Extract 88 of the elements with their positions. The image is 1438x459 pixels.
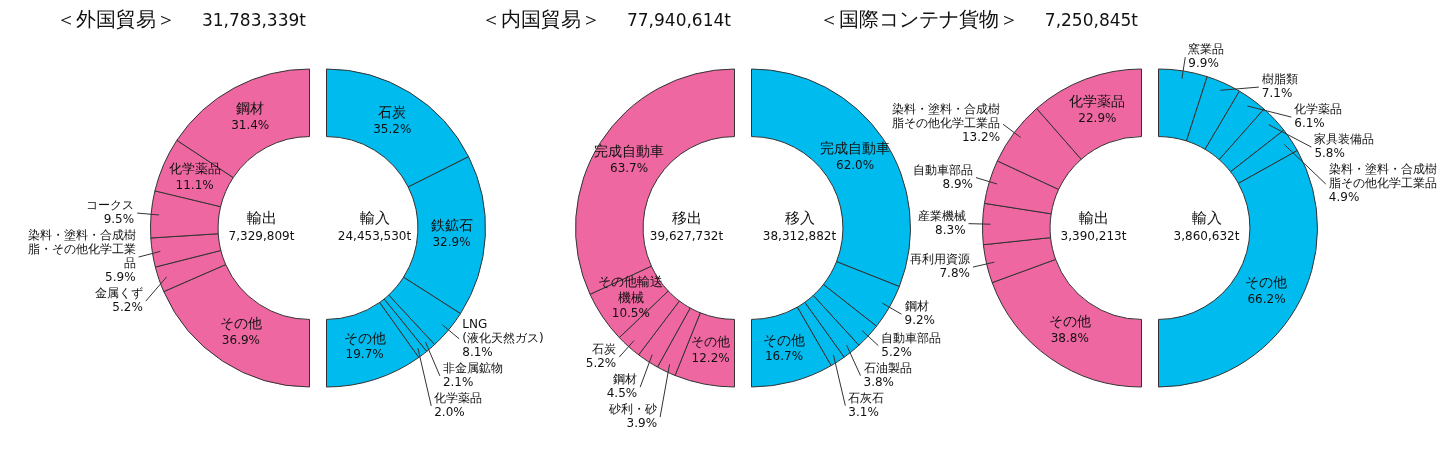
chart-subtitle: 7,250,845t (1044, 10, 1138, 30)
chart-subtitle: 31,783,339t (201, 10, 306, 30)
data-label: 31.4% (231, 117, 270, 132)
slice-label: 家具装備品 (1314, 132, 1375, 147)
chart-title: ＜外国貿易＞ (55, 7, 176, 31)
data-label: 22.9% (1078, 110, 1117, 125)
data-label: 3.1% (848, 404, 879, 419)
text: 輸出 (246, 208, 277, 227)
slice-label: その他 (219, 315, 262, 332)
data-label: 5.2% (881, 344, 912, 359)
text: 7,329,809t (228, 229, 295, 244)
slice-label: 金属くず (94, 286, 143, 301)
slice-label: 自動車部品 (913, 162, 973, 177)
slice-label: 鉄鉱石 (430, 217, 473, 234)
text: 移出 (671, 208, 702, 227)
slice-label: 石炭 (592, 342, 617, 357)
text: 輸入 (1191, 208, 1222, 227)
slice-label: 窯業品 (1188, 42, 1225, 57)
data-label: 9.9% (1188, 56, 1219, 71)
slice-label: 染料・塗料・合成樹脂・その他化学工業品 (27, 228, 136, 271)
slice-label: 化学薬品 (434, 391, 483, 406)
slice-label: 樹脂類 (1261, 72, 1298, 87)
slice-label: 石油製品 (863, 360, 912, 375)
slice-label: 完成自動車 (820, 140, 891, 157)
slice-label: 石灰石 (848, 390, 885, 405)
chart-title: ＜国際コンテナ貨物＞ (818, 7, 1019, 31)
data-label: 35.2% (373, 121, 412, 136)
slice-label: 染料・塗料・合成樹脂その他化学工業品 (1328, 162, 1437, 191)
data-label: 11.1% (175, 178, 214, 193)
chart-title: ＜内国貿易＞ (480, 7, 601, 31)
text: 3,390,213t (1060, 229, 1127, 244)
data-label: 6.1% (1294, 116, 1325, 131)
data-label: 19.7% (345, 347, 384, 362)
data-label: 5.2% (585, 356, 617, 371)
slice-label: 染料・塗料・合成樹脂その他化学工業品 (892, 102, 1001, 131)
slice-label: その他 (691, 334, 731, 350)
data-label: 63.7% (610, 160, 649, 175)
data-label: 38.8% (1050, 330, 1089, 345)
slice-label: 非金属鉱物 (442, 361, 503, 376)
data-label: 13.2% (961, 130, 1001, 145)
data-label: 8.9% (942, 176, 973, 191)
slice-label: 産業機械 (917, 208, 966, 223)
data-label: 16.7% (764, 349, 804, 364)
data-label: 9.5% (103, 212, 135, 227)
data-label: 5.9% (105, 270, 136, 285)
text: 38,312,882t (762, 229, 837, 244)
data-label: 5.8% (1314, 146, 1345, 161)
slice-label: その他 (343, 329, 386, 346)
data-label: 32.9% (432, 234, 471, 249)
slice-label: 完成自動車 (594, 143, 665, 160)
data-label: 2.0% (434, 405, 465, 420)
data-label: 62.0% (836, 157, 875, 172)
slice-label: その他 (1048, 313, 1091, 330)
chart-subtitle: 77,940,614t (626, 10, 731, 30)
slice-label: 砂利・砂 (608, 402, 658, 417)
slice-label: その他 (762, 331, 805, 348)
data-label: 4.5% (606, 386, 638, 401)
slice-label: 化学薬品 (1294, 102, 1343, 117)
slice-label: 鋼材 (236, 100, 265, 117)
data-label: 2.1% (442, 375, 474, 390)
text: 輸入 (359, 208, 390, 227)
slice-label: 自動車部品 (881, 330, 942, 345)
slice-label: LNG(液化天然ガス) (462, 317, 544, 346)
slice-label: その他 (1245, 274, 1288, 291)
data-label: 66.2% (1247, 291, 1286, 306)
text: 3,860,632t (1173, 229, 1240, 244)
data-label: 4.9% (1328, 190, 1360, 205)
text: 24,453,530t (337, 229, 412, 244)
text: 39,627,732t (649, 229, 724, 244)
slice-label: 化学薬品 (1069, 93, 1126, 110)
data-label: 7.1% (1261, 86, 1293, 101)
text: 輸出 (1078, 208, 1109, 227)
slice-label: 石炭 (378, 104, 407, 121)
data-label: 3.9% (626, 416, 658, 431)
slice-label: 再利用資源 (909, 252, 970, 267)
data-label: 9.2% (904, 313, 935, 328)
data-label: 7.8% (939, 266, 970, 281)
data-label: 8.3% (935, 222, 966, 237)
text: 移入 (784, 208, 815, 227)
data-label: 12.2% (691, 351, 730, 366)
data-label: 5.2% (112, 300, 143, 315)
data-label: 3.8% (863, 374, 895, 389)
data-label: 8.1% (462, 345, 493, 360)
slice-label: コークス (86, 198, 135, 213)
slice-label: 鋼材 (613, 372, 638, 387)
data-label: 36.9% (221, 332, 260, 347)
slice-label: 化学薬品 (168, 161, 221, 177)
slice-label: 鋼材 (904, 299, 929, 314)
